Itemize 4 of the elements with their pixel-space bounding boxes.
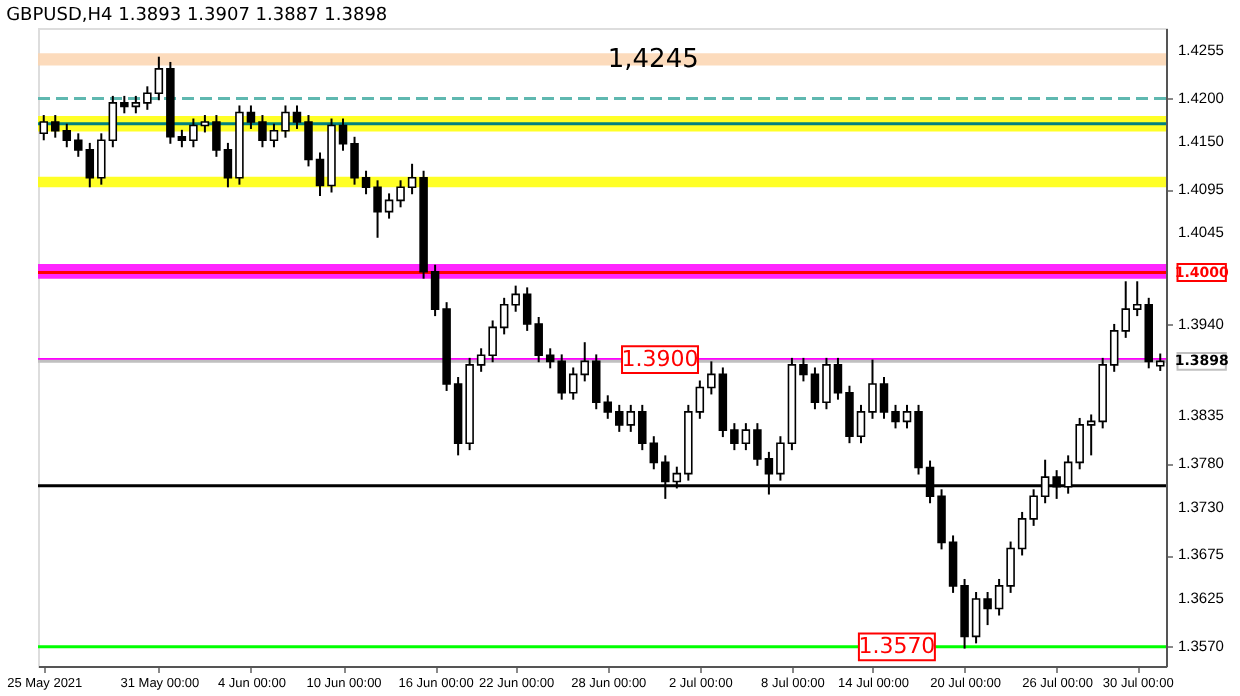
band-label: 1,4245: [607, 45, 699, 76]
chart-title: GBPUSD,H4 1.3893 1.3907 1.3887 1.3898: [6, 6, 388, 26]
annotation: 1.3900: [621, 345, 699, 372]
annotation: 1.3570: [858, 632, 936, 659]
